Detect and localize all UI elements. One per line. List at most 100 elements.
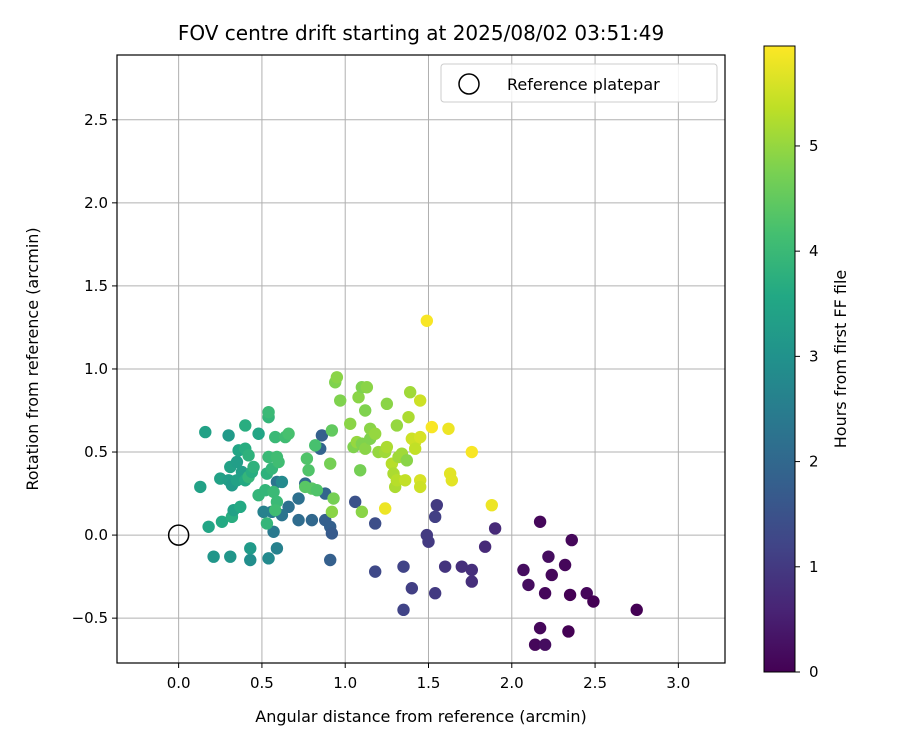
data-point — [580, 587, 593, 600]
data-point — [270, 542, 284, 555]
data-point — [327, 492, 340, 505]
data-point — [398, 474, 412, 487]
colorbar: 0 1 2 3 4 5 Hours from first FF file — [763, 45, 850, 681]
data-point — [408, 442, 422, 455]
data-point — [282, 500, 295, 514]
data-point — [257, 505, 270, 519]
data-point — [402, 410, 415, 424]
data-point — [275, 475, 289, 489]
data-point — [563, 588, 577, 602]
data-point — [380, 440, 394, 454]
data-point — [413, 480, 427, 494]
data-point — [528, 638, 542, 651]
data-point — [302, 464, 315, 477]
data-point — [465, 563, 479, 577]
data-point — [562, 625, 575, 638]
data-point — [354, 464, 367, 477]
data-point — [587, 595, 600, 608]
data-point — [244, 553, 257, 567]
data-point — [334, 394, 347, 407]
data-point — [403, 386, 417, 399]
y-tick-label: 1.5 — [84, 277, 108, 295]
data-point — [305, 513, 319, 527]
colorbar-tick-label: 2 — [809, 453, 819, 471]
y-tick-label: 0.0 — [84, 526, 108, 544]
data-point — [542, 550, 555, 563]
data-point — [325, 505, 339, 519]
data-point — [397, 560, 410, 573]
data-point — [465, 445, 479, 459]
x-tick-label: 1.0 — [333, 674, 357, 692]
data-point — [390, 419, 404, 432]
data-point — [344, 417, 357, 430]
data-point — [222, 429, 235, 442]
data-point — [558, 558, 572, 572]
data-point — [420, 314, 434, 327]
data-point — [358, 404, 372, 417]
colorbar-tick-label: 5 — [809, 137, 819, 155]
legend: Reference platepar — [440, 63, 718, 103]
data-point — [455, 560, 469, 573]
data-point — [244, 542, 257, 555]
y-tick-label: −0.5 — [72, 609, 108, 627]
data-point — [428, 587, 442, 600]
data-point — [533, 621, 547, 635]
x-tick-label: 1.5 — [417, 674, 441, 692]
data-point — [360, 381, 374, 394]
data-point — [438, 560, 452, 573]
legend-box — [440, 63, 718, 103]
data-point — [378, 502, 392, 515]
data-point — [533, 515, 547, 528]
data-point — [545, 568, 558, 582]
data-point — [368, 427, 382, 440]
y-tick-label: 0.5 — [84, 443, 108, 461]
data-point — [309, 439, 322, 452]
x-tick-label: 2.5 — [583, 674, 607, 692]
x-tick-label: 3.0 — [666, 674, 690, 692]
data-point — [282, 427, 295, 440]
colorbar-gradient — [763, 45, 796, 673]
y-tick-label: 2.0 — [84, 194, 108, 212]
data-point — [325, 527, 339, 540]
colorbar-tick-label: 3 — [809, 347, 819, 365]
data-point — [517, 563, 530, 577]
data-point — [352, 391, 365, 404]
data-point — [252, 427, 265, 440]
data-point — [397, 603, 410, 617]
colorbar-tick-label: 4 — [809, 242, 819, 260]
data-point — [269, 503, 282, 517]
data-point — [230, 455, 244, 469]
data-point — [324, 553, 337, 567]
data-point — [413, 394, 427, 407]
data-point — [215, 515, 229, 528]
data-point — [310, 484, 324, 497]
data-point — [445, 474, 459, 487]
data-point — [270, 450, 284, 464]
data-points — [194, 314, 643, 651]
data-point — [358, 442, 372, 455]
data-point — [465, 575, 479, 588]
data-point — [425, 420, 439, 434]
data-point — [478, 540, 492, 553]
data-point — [349, 495, 362, 509]
y-axis-label: Rotation from reference (arcmin) — [23, 227, 42, 490]
data-point — [368, 517, 382, 530]
data-point — [330, 371, 344, 384]
data-point — [267, 485, 280, 499]
data-point — [325, 424, 339, 437]
x-tick-label: 2.0 — [500, 674, 524, 692]
data-point — [405, 582, 419, 595]
y-axis-ticks: −0.5 0.0 0.5 1.0 1.5 2.0 2.5 — [72, 111, 117, 627]
data-point — [202, 520, 215, 533]
data-point — [194, 480, 207, 494]
data-point — [488, 522, 502, 535]
data-point — [538, 638, 552, 651]
data-point — [442, 422, 455, 435]
data-point — [315, 429, 329, 442]
grid-lines — [117, 55, 725, 663]
data-point — [522, 578, 535, 592]
x-axis-ticks: 0.0 0.5 1.0 1.5 2.0 2.5 3.0 — [167, 663, 690, 692]
x-tick-label: 0.5 — [250, 674, 274, 692]
data-point — [292, 492, 305, 505]
